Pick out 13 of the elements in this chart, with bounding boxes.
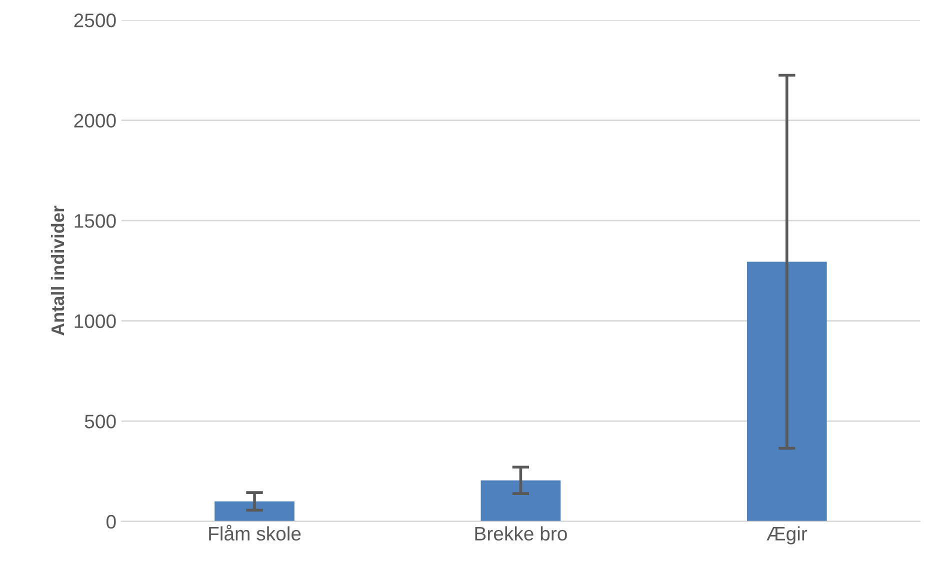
x-tick-label: Flåm skole <box>209 524 301 541</box>
y-tick-label: 0 <box>106 514 116 529</box>
x-tick-label: Ægir <box>766 526 808 544</box>
bar <box>480 480 561 522</box>
y-tick-label: 2000 <box>74 114 116 128</box>
y-axis-title: Antall individer <box>50 206 64 336</box>
y-tick-label: 2500 <box>74 14 116 28</box>
x-tick-label: Brekke bro <box>475 526 567 541</box>
y-tick-label: 1000 <box>74 314 116 328</box>
bar <box>214 501 294 522</box>
bar <box>746 262 827 522</box>
y-tick-label: 1500 <box>74 214 116 228</box>
y-tick-label: 500 <box>84 414 116 428</box>
